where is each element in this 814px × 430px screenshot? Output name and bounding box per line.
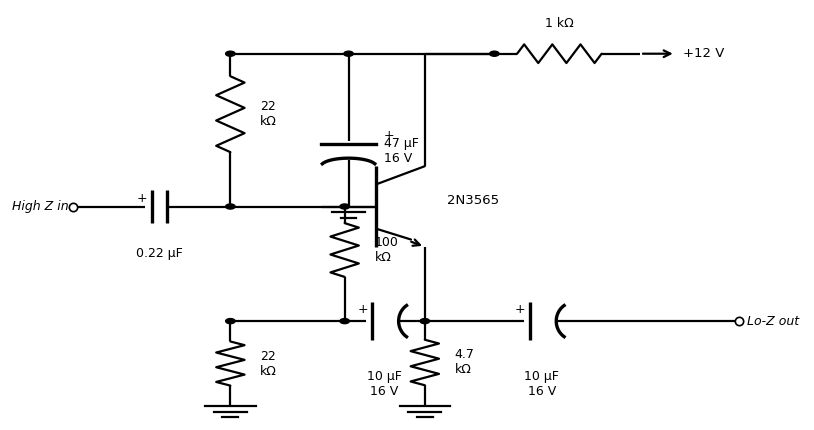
Text: Lo-Z out: Lo-Z out [746, 315, 799, 328]
Circle shape [225, 319, 235, 324]
Text: 47 μF
16 V: 47 μF 16 V [384, 137, 419, 165]
Text: 22
kΩ: 22 kΩ [260, 100, 278, 128]
Text: +: + [357, 303, 368, 316]
Text: 100
kΩ: 100 kΩ [374, 236, 399, 264]
Circle shape [420, 319, 430, 324]
Circle shape [490, 51, 499, 56]
Text: +: + [137, 191, 147, 205]
Text: 10 μF
16 V: 10 μF 16 V [524, 370, 559, 398]
Text: 2N3565: 2N3565 [447, 194, 499, 207]
Circle shape [225, 51, 235, 56]
Circle shape [340, 204, 349, 209]
Text: 0.22 μF: 0.22 μF [136, 247, 183, 260]
Text: 22
kΩ: 22 kΩ [260, 350, 278, 378]
Text: 4.7
kΩ: 4.7 kΩ [455, 348, 475, 377]
Circle shape [344, 51, 353, 56]
Circle shape [340, 319, 349, 324]
Text: +: + [515, 303, 526, 316]
Text: 1 kΩ: 1 kΩ [545, 17, 574, 31]
Circle shape [225, 204, 235, 209]
Text: +12 V: +12 V [684, 47, 724, 60]
Text: High Z in: High Z in [12, 200, 69, 213]
Text: +: + [384, 129, 395, 141]
Text: 10 μF
16 V: 10 μF 16 V [366, 370, 401, 398]
